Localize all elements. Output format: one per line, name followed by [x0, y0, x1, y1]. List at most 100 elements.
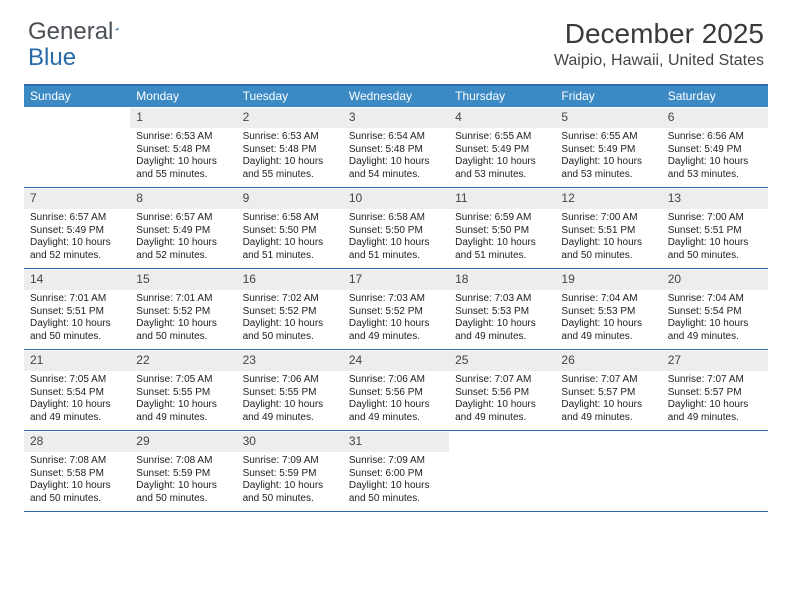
- day-cell: 28Sunrise: 7:08 AMSunset: 5:58 PMDayligh…: [24, 431, 130, 511]
- day-cell: 24 Sunrise: 7:06 AMSunset: 5:56 PMDayligh…: [343, 350, 449, 430]
- day-info: Sunrise: 7:05 AMSunset: 5:55 PMDaylight:…: [130, 374, 236, 424]
- sunrise-text: Sunrise: 6:53 AM: [243, 131, 337, 144]
- day-info: Sunrise: 6:53 AMSunset: 5:48 PMDaylight:…: [130, 131, 236, 181]
- sunrise-text: Sunrise: 7:07 AM: [561, 374, 655, 387]
- daylight1-text: Daylight: 10 hours: [349, 237, 443, 250]
- day-number: 5: [555, 107, 661, 128]
- day-info: Sunrise: 7:04 AMSunset: 5:53 PMDaylight:…: [555, 293, 661, 343]
- day-info: Sunrise: 7:05 AMSunset: 5:54 PMDaylight:…: [24, 374, 130, 424]
- daylight2-text: and 55 minutes.: [243, 169, 337, 182]
- day-info: Sunrise: 7:01 AMSunset: 5:52 PMDaylight:…: [130, 293, 236, 343]
- logo: General: [28, 18, 137, 46]
- sunrise-text: Sunrise: 7:01 AM: [30, 293, 124, 306]
- day-cell: 18Sunrise: 7:03 AMSunset: 5:53 PMDayligh…: [449, 269, 555, 349]
- daylight1-text: Daylight: 10 hours: [243, 156, 337, 169]
- day-cell: 25Sunrise: 7:07 AMSunset: 5:56 PMDayligh…: [449, 350, 555, 430]
- weekday-label: Tuesday: [237, 86, 343, 107]
- day-info: Sunrise: 6:54 AMSunset: 5:48 PMDaylight:…: [343, 131, 449, 181]
- day-number: 16: [237, 269, 343, 290]
- sunset-text: Sunset: 5:51 PM: [30, 306, 124, 319]
- day-cell: 13Sunrise: 7:00 AMSunset: 5:51 PMDayligh…: [662, 188, 768, 268]
- daylight1-text: Daylight: 10 hours: [136, 480, 230, 493]
- sunrise-text: Sunrise: 7:04 AM: [668, 293, 762, 306]
- sunrise-text: Sunrise: 6:53 AM: [136, 131, 230, 144]
- sunrise-text: Sunrise: 6:55 AM: [561, 131, 655, 144]
- daylight2-text: and 49 minutes.: [30, 412, 124, 425]
- day-number: 2: [237, 107, 343, 128]
- sunset-text: Sunset: 5:49 PM: [668, 144, 762, 157]
- daylight1-text: Daylight: 10 hours: [668, 156, 762, 169]
- day-info: Sunrise: 7:00 AMSunset: 5:51 PMDaylight:…: [662, 212, 768, 262]
- day-cell: 11Sunrise: 6:59 AMSunset: 5:50 PMDayligh…: [449, 188, 555, 268]
- day-cell: 10 Sunrise: 6:58 AMSunset: 5:50 PMDayligh…: [343, 188, 449, 268]
- day-cell: 2Sunrise: 6:53 AMSunset: 5:48 PMDaylight…: [237, 107, 343, 187]
- daylight1-text: Daylight: 10 hours: [30, 318, 124, 331]
- day-number: 23: [237, 350, 343, 371]
- day-cell: 14 Sunrise: 7:01 AMSunset: 5:51 PMDayligh…: [24, 269, 130, 349]
- day-cell: 26Sunrise: 7:07 AMSunset: 5:57 PMDayligh…: [555, 350, 661, 430]
- weeks-container: 1Sunrise: 6:53 AMSunset: 5:48 PMDaylight…: [24, 107, 768, 512]
- sunset-text: Sunset: 5:53 PM: [455, 306, 549, 319]
- daylight2-text: and 55 minutes.: [136, 169, 230, 182]
- day-number: 11: [449, 188, 555, 209]
- weekday-label: Thursday: [449, 86, 555, 107]
- day-cell: 23 Sunrise: 7:06 AMSunset: 5:55 PMDayligh…: [237, 350, 343, 430]
- daylight2-text: and 49 minutes.: [455, 412, 549, 425]
- daylight2-text: and 53 minutes.: [561, 169, 655, 182]
- daylight2-text: and 50 minutes.: [243, 493, 337, 506]
- sunrise-text: Sunrise: 6:59 AM: [455, 212, 549, 225]
- daylight2-text: and 51 minutes.: [455, 250, 549, 263]
- day-number: 10: [343, 188, 449, 209]
- day-number: 24: [343, 350, 449, 371]
- day-info: Sunrise: 7:06 AMSunset: 5:55 PMDaylight:…: [237, 374, 343, 424]
- day-info: Sunrise: 7:06 AMSunset: 5:56 PMDaylight:…: [343, 374, 449, 424]
- day-cell: 17Sunrise: 7:03 AMSunset: 5:52 PMDayligh…: [343, 269, 449, 349]
- day-cell: 4Sunrise: 6:55 AMSunset: 5:49 PMDaylight…: [449, 107, 555, 187]
- sunrise-text: Sunrise: 7:02 AM: [243, 293, 337, 306]
- day-number: 25: [449, 350, 555, 371]
- sunrise-text: Sunrise: 7:03 AM: [455, 293, 549, 306]
- daylight2-text: and 51 minutes.: [243, 250, 337, 263]
- daylight2-text: and 49 minutes.: [136, 412, 230, 425]
- sunset-text: Sunset: 5:55 PM: [243, 387, 337, 400]
- day-number: 6: [662, 107, 768, 128]
- daylight2-text: and 52 minutes.: [136, 250, 230, 263]
- daylight2-text: and 50 minutes.: [243, 331, 337, 344]
- day-info: Sunrise: 7:00 AMSunset: 5:51 PMDaylight:…: [555, 212, 661, 262]
- daylight1-text: Daylight: 10 hours: [561, 237, 655, 250]
- daylight2-text: and 49 minutes.: [349, 331, 443, 344]
- day-info: Sunrise: 7:07 AMSunset: 5:57 PMDaylight:…: [662, 374, 768, 424]
- day-number: 17: [343, 269, 449, 290]
- day-number: 27: [662, 350, 768, 371]
- day-cell: [555, 431, 661, 511]
- day-number: 4: [449, 107, 555, 128]
- day-info: Sunrise: 7:04 AMSunset: 5:54 PMDaylight:…: [662, 293, 768, 343]
- sunset-text: Sunset: 5:58 PM: [30, 468, 124, 481]
- sunrise-text: Sunrise: 7:08 AM: [30, 455, 124, 468]
- sunset-text: Sunset: 5:52 PM: [349, 306, 443, 319]
- week-row: 1Sunrise: 6:53 AMSunset: 5:48 PMDaylight…: [24, 107, 768, 188]
- weekday-label: Wednesday: [343, 86, 449, 107]
- day-cell: 5Sunrise: 6:55 AMSunset: 5:49 PMDaylight…: [555, 107, 661, 187]
- logo-triangle-icon: [115, 20, 119, 38]
- sunset-text: Sunset: 5:59 PM: [136, 468, 230, 481]
- day-cell: 20Sunrise: 7:04 AMSunset: 5:54 PMDayligh…: [662, 269, 768, 349]
- day-cell: 29Sunrise: 7:08 AMSunset: 5:59 PMDayligh…: [130, 431, 236, 511]
- day-number: 22: [130, 350, 236, 371]
- weekday-header-row: Sunday Monday Tuesday Wednesday Thursday…: [24, 86, 768, 107]
- sunrise-text: Sunrise: 6:55 AM: [455, 131, 549, 144]
- week-row: 21Sunrise: 7:05 AMSunset: 5:54 PMDayligh…: [24, 350, 768, 431]
- sunset-text: Sunset: 5:59 PM: [243, 468, 337, 481]
- daylight1-text: Daylight: 10 hours: [136, 318, 230, 331]
- sunset-text: Sunset: 6:00 PM: [349, 468, 443, 481]
- day-cell: 1Sunrise: 6:53 AMSunset: 5:48 PMDaylight…: [130, 107, 236, 187]
- sunrise-text: Sunrise: 7:05 AM: [30, 374, 124, 387]
- location-subtitle: Waipio, Hawaii, United States: [554, 52, 764, 70]
- sunset-text: Sunset: 5:54 PM: [30, 387, 124, 400]
- daylight1-text: Daylight: 10 hours: [349, 480, 443, 493]
- sunset-text: Sunset: 5:55 PM: [136, 387, 230, 400]
- day-number: 14: [24, 269, 130, 290]
- day-cell: 22 Sunrise: 7:05 AMSunset: 5:55 PMDayligh…: [130, 350, 236, 430]
- day-info: Sunrise: 6:58 AMSunset: 5:50 PMDaylight:…: [343, 212, 449, 262]
- daylight1-text: Daylight: 10 hours: [243, 237, 337, 250]
